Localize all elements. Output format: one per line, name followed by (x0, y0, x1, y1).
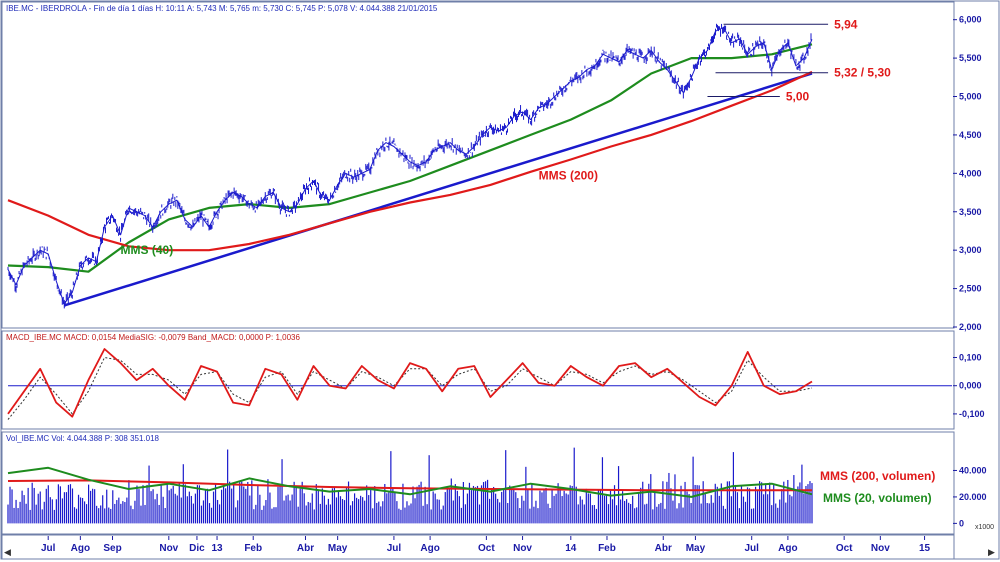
x-tick-label: 14 (565, 543, 577, 554)
x-tick-label: Ago (420, 543, 439, 554)
price-panel (1, 1, 955, 329)
x-tick-label: Sep (103, 543, 121, 554)
macd-panel-header: MACD_IBE.MC MACD: 0,0154 MediaSIG: -0,00… (6, 333, 300, 342)
price-bars (7, 23, 812, 309)
mms40-line (7, 43, 813, 273)
macd-line (7, 348, 813, 418)
x-tick-label: Abr (655, 543, 672, 554)
volume-plot: 40.000 20.000 0 x1000 MMS (200, volumen) MMS … (7, 447, 994, 531)
x-tick-label: 13 (211, 543, 223, 554)
x-tick-label: Abr (297, 543, 314, 554)
volume-y-tick-label: 40.000 (959, 465, 987, 475)
volume-scale-label: x1000 (975, 524, 994, 531)
x-tick-label: Feb (598, 543, 616, 554)
macd-y-tick-label: 0,000 (959, 381, 982, 391)
volume-y-tick-label: 20.000 (959, 492, 987, 502)
vol-mms200-line (7, 479, 812, 492)
x-tick-label: Nov (159, 543, 178, 554)
price-y-tick-label: 2,500 (959, 284, 982, 294)
volume-series-label: MMS (20, volumen) (823, 491, 932, 505)
price-y-tick-label: 3,000 (959, 245, 982, 255)
x-tick-label: Dic (189, 543, 205, 554)
scroll-left-icon[interactable]: ◀ (4, 548, 11, 558)
price-close-line (7, 26, 813, 305)
macd-y-tick-label: -0,100 (959, 409, 985, 419)
vol-mms20-line (7, 466, 813, 498)
price-y-tick-label: 4,500 (959, 130, 982, 140)
x-tick-label: May (328, 543, 348, 554)
x-tick-label: Nov (513, 543, 532, 554)
x-tick-label: Ago (778, 543, 797, 554)
x-tick-label: Nov (871, 543, 890, 554)
level-label: 5,32 / 5,30 (834, 66, 891, 80)
level-label: 5,94 (834, 17, 858, 31)
x-tick-label: Oct (836, 543, 853, 554)
volume-bars (7, 447, 813, 524)
price-panel-header: IBE.MC - IBERDROLA - Fin de día 1 días H… (6, 4, 438, 13)
support-trendline (63, 72, 813, 307)
x-tick-label: Jul (387, 543, 402, 554)
x-tick-label: May (686, 543, 706, 554)
series-annotation: MMS (200) (539, 168, 598, 182)
price-plot: 2,000 2,500 3,000 3,500 4,000 4,500 5,000 5,500… (7, 15, 982, 332)
volume-panel-header: Vol_IBE.MC Vol: 4.044.388 P: 308 351.018 (6, 434, 160, 443)
macd-panel (1, 330, 955, 430)
macd-plot: 0,100 0,000 -0,100 (7, 348, 985, 420)
time-axis-panel (1, 534, 955, 560)
macd-y-tick-label: 0,100 (959, 353, 982, 363)
volume-y-tick-label: 0 (959, 518, 964, 528)
price-y-tick-label: 5,000 (959, 92, 982, 102)
price-y-tick-label: 4,000 (959, 168, 982, 178)
level-label: 5,00 (786, 90, 810, 104)
x-tick-label: Jul (41, 543, 56, 554)
time-axis: Jul Ago Sep Nov Dic 13 Feb Abr May Jul Ago Oct Nov 14… (41, 536, 931, 554)
x-tick-label: Jul (744, 543, 759, 554)
scroll-right-icon[interactable]: ▶ (988, 548, 995, 558)
volume-series-label: MMS (200, volumen) (820, 469, 935, 483)
price-y-tick-label: 5,500 (959, 53, 982, 63)
mms200-line (7, 70, 813, 252)
price-y-tick-label: 3,500 (959, 207, 982, 217)
price-y-tick-label: 2,000 (959, 322, 982, 332)
x-tick-label: Oct (478, 543, 495, 554)
x-tick-label: Ago (71, 543, 90, 554)
x-tick-label: Feb (244, 543, 262, 554)
price-y-tick-label: 6,000 (959, 15, 982, 25)
x-tick-label: 15 (919, 543, 931, 554)
series-annotation: MMS (40) (121, 243, 174, 257)
